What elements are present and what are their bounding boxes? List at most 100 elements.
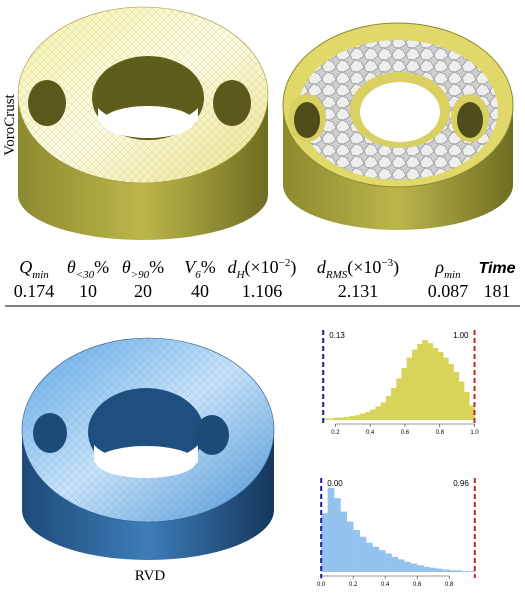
bar	[406, 357, 413, 420]
table-value: 0.087	[428, 281, 469, 301]
bar	[436, 568, 444, 572]
bar	[328, 418, 334, 420]
bar	[359, 536, 367, 572]
bar	[411, 349, 418, 420]
bar	[442, 569, 450, 572]
x-tick-label: 0.6	[401, 430, 410, 436]
header-part: H	[236, 269, 246, 281]
bar	[422, 340, 428, 420]
x-tick-label: 0.2	[331, 430, 340, 436]
bar	[462, 571, 469, 572]
bar	[346, 521, 354, 572]
column-header: Time	[478, 260, 515, 277]
bar	[359, 413, 366, 420]
header-part: d	[228, 257, 238, 277]
bar	[443, 357, 449, 420]
bar	[448, 364, 454, 420]
table-value: 181	[484, 281, 511, 301]
bar	[375, 406, 381, 420]
bar	[372, 546, 380, 572]
bar	[398, 559, 405, 572]
bar	[370, 409, 376, 420]
x-tick-label: 0.8	[436, 430, 445, 436]
header-part: ρ	[434, 257, 444, 277]
bar	[404, 561, 412, 572]
marker-label: 0.00	[327, 479, 343, 488]
bar	[380, 402, 387, 420]
header-part: 6	[195, 269, 201, 281]
bar	[366, 542, 373, 572]
bar	[469, 405, 475, 420]
x-tick-label: 1.0	[470, 430, 479, 436]
table-value: 40	[191, 281, 209, 301]
bar	[417, 344, 423, 420]
bar	[327, 488, 335, 572]
bar	[385, 553, 392, 572]
table-value: 10	[79, 281, 97, 301]
header-part: −2	[279, 257, 291, 269]
bar	[417, 565, 424, 572]
column-header: dH(×10−2)	[228, 257, 297, 281]
voronoi-mesh	[282, 22, 514, 230]
bar	[378, 550, 386, 572]
histograms: 0.2 0.4 0.6 0.8 1.00.13 1.000.0 0.2 0.4 0.6 0.80.…	[317, 330, 479, 588]
bar	[432, 348, 439, 420]
header-part: min	[444, 269, 461, 281]
x-tick-label: 0.2	[349, 582, 358, 588]
bar	[364, 412, 371, 420]
bar	[334, 498, 341, 572]
column-header: dRMS(×10−3)	[317, 257, 399, 281]
row-label: VoroCrust	[2, 93, 18, 155]
marker-label: 0.13	[329, 331, 345, 340]
header-part: Time	[478, 260, 515, 277]
bar	[323, 418, 329, 420]
header-part: <30	[76, 269, 95, 281]
metrics-table: Qmin0.174θ<30%10θ>90%20V6%40dH(×10−2)1.1…	[14, 257, 516, 301]
bar	[410, 563, 418, 572]
header-part: )	[290, 257, 296, 278]
header-part: >90	[131, 269, 150, 281]
bar	[458, 381, 465, 420]
bar	[396, 378, 402, 420]
bar	[453, 372, 460, 420]
bar	[430, 567, 437, 572]
table-value: 1.106	[242, 281, 283, 301]
surface-mesh	[17, 6, 269, 240]
bar	[449, 570, 456, 572]
bar	[349, 416, 355, 420]
header-part: θ	[122, 257, 131, 277]
voronoi-label: VoroCrust	[2, 93, 18, 155]
histogram: 0.0 0.2 0.4 0.6 0.8 0.00 0.96	[317, 478, 476, 588]
bar	[338, 417, 345, 420]
header-part: θ	[67, 257, 76, 277]
header-part: (×10	[245, 257, 279, 278]
x-tick-label: 0.4	[366, 430, 375, 436]
column-header: Qmin	[19, 257, 49, 281]
header-part: V	[184, 257, 197, 277]
bar	[344, 416, 350, 420]
bar	[464, 392, 470, 420]
header-part: d	[317, 257, 327, 277]
column-header: V6%	[184, 257, 216, 281]
column-header: θ>90%	[122, 257, 164, 281]
bar	[353, 530, 360, 572]
rvd-mesh	[21, 337, 275, 560]
bar	[468, 571, 476, 572]
x-tick-label: 0.4	[381, 582, 390, 588]
bar	[455, 570, 463, 572]
bar	[423, 566, 431, 572]
header-part: (×10	[347, 257, 381, 278]
header-part: %	[94, 257, 109, 277]
bar	[333, 417, 340, 420]
row-label: RVD	[135, 568, 166, 584]
header-part: Q	[19, 257, 32, 277]
header-part: %	[149, 257, 164, 277]
header-part: RMS	[325, 269, 348, 281]
header-part: −3	[381, 257, 393, 269]
header-part: %	[201, 257, 216, 277]
x-tick-label: 0.8	[445, 582, 454, 588]
bar	[340, 511, 348, 572]
bar	[401, 368, 407, 420]
marker-label: 0.96	[453, 479, 469, 488]
